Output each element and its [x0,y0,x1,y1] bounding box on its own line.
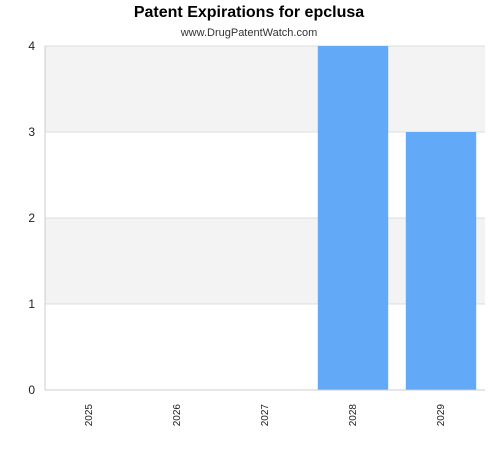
chart-title: Patent Expirations for epclusa [134,4,364,21]
y-tick-label: 4 [28,39,35,53]
bar-2028 [318,46,388,390]
y-tick-labels: 0 1 2 3 4 [28,39,35,397]
x-tick-label: 2025 [84,404,95,427]
x-tick-label: 2029 [436,404,447,427]
x-tick-label: 2027 [260,404,271,427]
x-tick-labels: 2025 2026 2027 2028 2029 [84,404,447,427]
y-tick-label: 0 [28,383,35,397]
background-band [45,46,485,132]
y-tick-label: 1 [28,297,35,311]
x-tick-label: 2026 [172,404,183,427]
y-tick-label: 3 [28,125,35,139]
bar-2029 [406,132,476,390]
y-tick-label: 2 [28,211,35,225]
chart-subtitle: www.DrugPatentWatch.com [180,27,318,39]
x-tick-label: 2028 [348,404,359,427]
